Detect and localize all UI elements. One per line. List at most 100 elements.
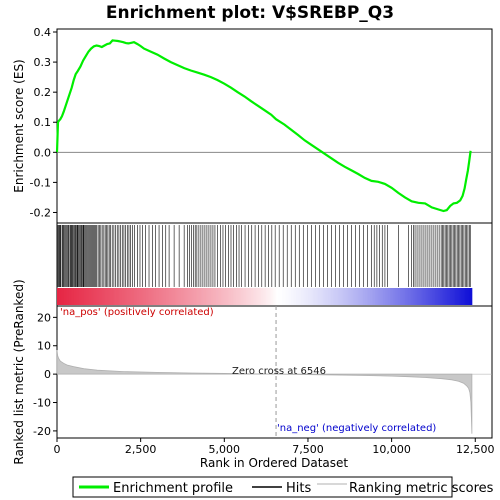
heat-cell: [296, 288, 299, 305]
heat-cell: [381, 288, 384, 305]
heat-cell: [274, 288, 277, 305]
heat-cell: [458, 288, 461, 305]
heat-cell: [341, 288, 344, 305]
heat-cell: [272, 288, 275, 305]
es-layer: [55, 39, 492, 213]
heat-cell: [271, 288, 274, 305]
heat-cell: [159, 288, 162, 305]
metric-layer: [56, 306, 492, 438]
heat-cell: [353, 288, 356, 305]
heat-cell: [428, 288, 431, 305]
heat-cell: [57, 288, 60, 305]
heat-cell: [394, 288, 398, 305]
heat-cell: [175, 288, 178, 305]
heat-cell: [461, 288, 464, 305]
heat-cell: [127, 288, 130, 305]
heat-cell: [307, 288, 311, 305]
heat-cell: [339, 288, 342, 305]
heat-cell: [122, 288, 125, 305]
heat-cell: [421, 288, 424, 305]
heat-cell: [123, 288, 126, 305]
heat-cell: [386, 288, 389, 305]
heat-cell: [110, 288, 113, 305]
heat-cell: [328, 288, 331, 305]
heat-cell: [356, 288, 359, 305]
heat-cell: [371, 288, 374, 305]
enrichment-profile-line: [55, 39, 472, 213]
heat-cell: [103, 288, 106, 305]
heat-cell: [70, 288, 73, 305]
heat-cell: [391, 288, 394, 305]
heat-cell: [349, 288, 352, 305]
heat-cell: [316, 288, 319, 305]
heat-cell: [373, 288, 376, 305]
heat-cell: [254, 288, 257, 305]
heat-cell: [212, 288, 215, 305]
es-ytick-label: 0.1: [34, 116, 52, 129]
heat-cell: [194, 288, 197, 305]
heat-cell: [358, 288, 361, 305]
heat-cell: [97, 288, 100, 305]
heat-cell: [138, 288, 142, 305]
heat-cell: [443, 288, 446, 305]
heat-cell: [319, 288, 322, 305]
heat-cell: [98, 288, 101, 305]
heat-cell: [314, 288, 317, 305]
heat-cell: [379, 288, 382, 305]
heat-cell: [423, 288, 426, 305]
heat-cell: [466, 288, 469, 305]
heat-cell: [338, 288, 341, 305]
heat-cell: [102, 288, 105, 305]
heat-cell: [364, 288, 367, 305]
heat-cell: [312, 288, 316, 305]
heat-cell: [398, 288, 401, 305]
heat-cell: [354, 288, 357, 305]
heat-cell: [433, 288, 436, 305]
heat-cell: [220, 288, 224, 305]
heat-cell: [219, 288, 222, 305]
chart-title: Enrichment plot: V$SREBP_Q3: [106, 3, 394, 23]
heat-cell: [239, 288, 242, 305]
heat-cell: [199, 288, 202, 305]
heat-cell: [418, 288, 421, 305]
heat-cell: [118, 288, 121, 305]
heat-cell: [200, 288, 203, 305]
heat-cell: [401, 288, 404, 305]
heat-cell: [376, 288, 379, 305]
heat-cell: [128, 288, 132, 305]
heat-cell: [197, 288, 200, 305]
heat-cell: [62, 288, 65, 305]
metric-ytick-label: 10: [37, 340, 51, 353]
heat-cell: [302, 288, 306, 305]
heat-cell: [142, 288, 145, 305]
heat-cell: [60, 288, 63, 305]
zero-cross-label: Zero cross at 6546: [232, 366, 326, 377]
metric-ytick-label: -10: [33, 397, 51, 410]
es-ytick-label: 0.0: [34, 146, 52, 159]
heat-cell: [149, 288, 152, 305]
heat-cell: [224, 288, 227, 305]
heat-cell: [72, 288, 75, 305]
heat-cell: [170, 288, 173, 305]
heat-cell: [468, 288, 471, 305]
heat-cell: [160, 288, 163, 305]
heat-cell: [227, 288, 230, 305]
heat-cell: [301, 288, 304, 305]
heat-cell: [324, 288, 327, 305]
heat-cell: [117, 288, 120, 305]
xtick-label: 10,000: [372, 443, 411, 456]
heat-cell: [184, 288, 187, 305]
heat-cell: [105, 288, 108, 305]
heat-cell: [334, 288, 337, 305]
heat-cell: [93, 288, 96, 305]
heat-cell: [202, 288, 205, 305]
heat-cell: [63, 288, 66, 305]
heat-cell: [95, 288, 98, 305]
heat-cell: [165, 288, 168, 305]
heat-cell: [247, 288, 250, 305]
heat-cell: [388, 288, 391, 305]
heat-cell: [113, 288, 116, 305]
heat-cell: [408, 288, 411, 305]
heat-cell: [261, 288, 264, 305]
heat-cell: [120, 288, 123, 305]
